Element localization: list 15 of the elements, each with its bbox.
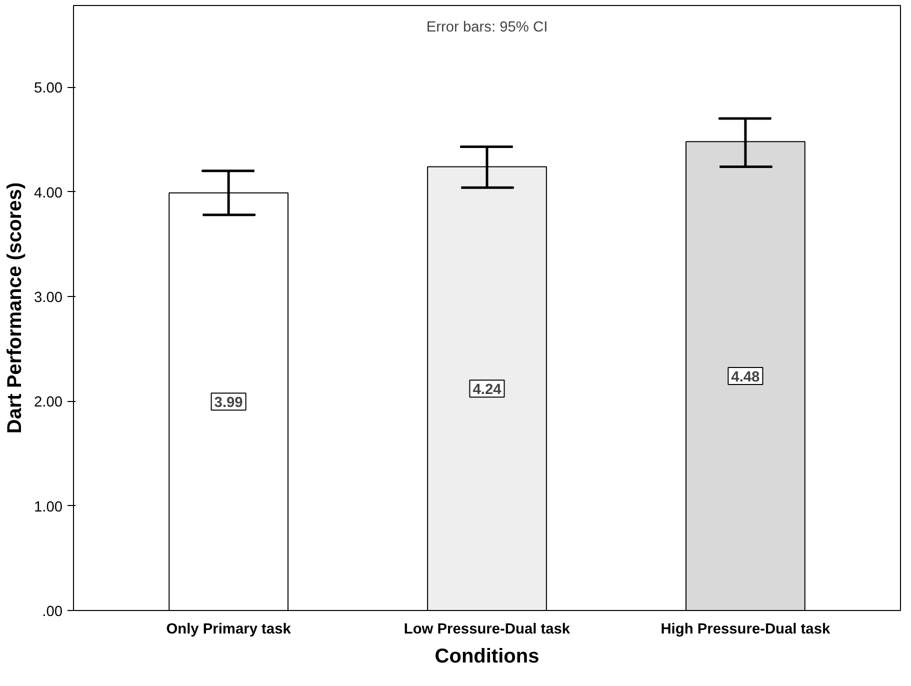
x-tick-label: Low Pressure-Dual task bbox=[404, 622, 571, 638]
annotation: Error bars: 95% CI bbox=[426, 20, 548, 36]
y-tick-label: 3.00 bbox=[34, 290, 63, 306]
y-tick-label: 1.00 bbox=[34, 499, 63, 516]
y-tick-label: 2.00 bbox=[34, 394, 63, 411]
y-axis-title: Dart Performance (scores) bbox=[4, 182, 26, 434]
data-label: 4.48 bbox=[731, 370, 760, 386]
y-tick-label: .00 bbox=[42, 604, 62, 620]
x-axis-title: Conditions bbox=[434, 646, 540, 668]
x-tick-label: High Pressure-Dual task bbox=[660, 622, 831, 638]
y-tick-label: 5.00 bbox=[34, 80, 63, 97]
x-tick-label: Only Primary task bbox=[166, 622, 292, 638]
data-label: 4.24 bbox=[472, 382, 502, 398]
data-label: 3.99 bbox=[214, 395, 243, 412]
y-tick-label: 4.00 bbox=[34, 185, 63, 202]
